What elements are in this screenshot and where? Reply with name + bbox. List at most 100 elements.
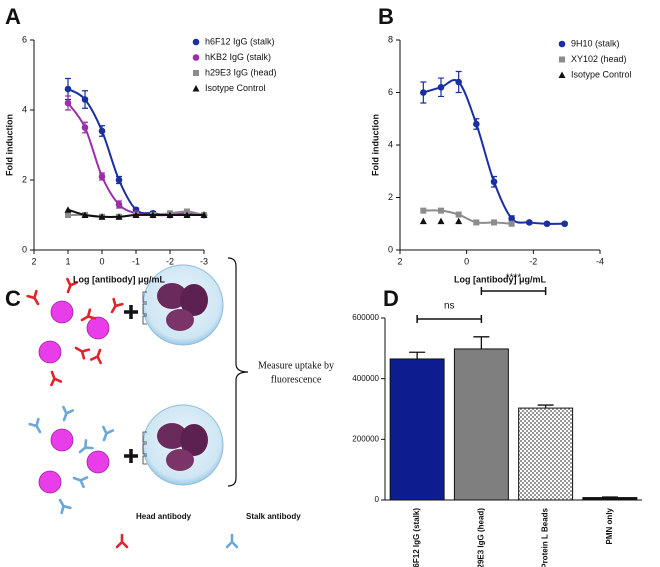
y-tick-label: 6	[22, 34, 27, 44]
bar	[518, 407, 574, 501]
panel-label: A	[5, 4, 21, 29]
marker	[64, 206, 72, 213]
neutrophil-cells	[142, 264, 224, 486]
marker	[526, 219, 533, 226]
x-axis-title: Log [antibody] μg/mL	[454, 274, 546, 284]
legend-marker	[192, 38, 200, 46]
marker	[508, 215, 515, 222]
legend-marker	[193, 70, 199, 76]
marker	[98, 213, 106, 220]
y-tick-label: 2	[22, 174, 27, 184]
marker	[508, 220, 515, 227]
marker	[200, 211, 208, 218]
legend-marker	[558, 40, 566, 48]
marker	[491, 219, 497, 226]
legend-label: 9H10 (stalk)	[571, 38, 620, 48]
x-tick-label: h29E3 IgG (head)	[476, 508, 485, 567]
x-tick-label: -2	[166, 256, 174, 266]
fit-line	[423, 209, 512, 225]
x-tick-label: -2	[529, 256, 537, 266]
bar	[389, 358, 445, 501]
marker	[65, 212, 71, 218]
y-axis-title: Fold induction	[4, 114, 14, 176]
marker	[149, 211, 157, 218]
panel-label: C	[5, 286, 21, 311]
error-bar	[409, 351, 426, 359]
brace	[227, 257, 249, 487]
significance-label: ****	[506, 273, 522, 284]
marker	[419, 217, 427, 225]
legend-marker	[558, 71, 566, 78]
x-tick-label: PMN only	[605, 507, 614, 544]
legend-label: Isotype Control	[205, 83, 266, 93]
marker	[473, 120, 480, 128]
marker	[81, 124, 89, 131]
marker	[455, 211, 462, 218]
marker	[64, 85, 72, 93]
x-tick-label: -3	[200, 256, 208, 266]
y-tick-label: 0	[388, 244, 393, 254]
marker	[490, 178, 498, 186]
error-bar	[473, 336, 490, 349]
readout-text: Measure uptake by	[258, 360, 334, 371]
x-tick-label: 0	[464, 256, 469, 266]
marker	[455, 78, 462, 86]
legend-label: Stalk antibody	[246, 512, 301, 521]
x-axis-title: Log [antibody] μg/mL	[73, 274, 165, 284]
marker	[81, 211, 89, 218]
x-tick-label: 1	[65, 256, 70, 266]
marker	[438, 207, 444, 214]
panel-label: B	[378, 4, 394, 29]
significance-bracket	[416, 315, 483, 323]
legend-marker	[192, 54, 200, 61]
error-bar	[537, 404, 554, 409]
marker	[420, 207, 427, 214]
bar	[582, 497, 638, 501]
error-bar	[601, 496, 618, 498]
legend-marker	[559, 56, 565, 63]
x-tick-label: -4	[596, 256, 604, 266]
plus-signs	[124, 305, 138, 463]
marker	[64, 99, 72, 107]
x-tick-label: 2	[31, 256, 36, 266]
marker	[115, 213, 123, 220]
y-tick-label: 2	[388, 192, 393, 202]
marker	[437, 83, 445, 91]
marker	[420, 89, 427, 96]
x-tick-label: 0	[99, 256, 104, 266]
marker	[561, 220, 568, 228]
legend-label: Head antibody	[136, 512, 192, 521]
fit-line	[423, 79, 565, 225]
marker	[166, 211, 174, 218]
marker	[132, 211, 140, 218]
y-tick-label: 4	[388, 139, 393, 149]
fit-line	[67, 102, 205, 217]
y-tick-label: 8	[388, 34, 393, 44]
y-tick-label: 0	[375, 495, 380, 504]
significance-bracket	[480, 287, 547, 295]
y-axis-title: Fold induction	[370, 114, 380, 176]
stalk-antibody-group	[28, 405, 115, 515]
y-tick-label: 6	[388, 87, 393, 97]
fit-line	[67, 88, 205, 217]
readout-text: fluorescence	[271, 374, 322, 385]
y-tick-label: 0	[22, 244, 27, 254]
y-tick-label: 200000	[352, 434, 379, 443]
panel-label: D	[383, 286, 399, 311]
x-tick-label: -1	[132, 256, 140, 266]
marker	[98, 127, 106, 135]
legend-label: h6F12 IgG (stalk)	[205, 36, 275, 46]
legend-marker	[192, 85, 200, 92]
legend-label: XY102 (head)	[571, 54, 627, 64]
marker	[473, 219, 480, 226]
marker	[115, 176, 123, 184]
marker	[98, 173, 106, 180]
y-tick-label: 400000	[352, 374, 379, 383]
legend-label: hKB2 IgG (stalk)	[205, 52, 271, 62]
marker	[455, 217, 463, 225]
x-tick-label: 2	[397, 256, 402, 266]
head-antibody-group	[26, 277, 124, 387]
marker	[543, 220, 551, 228]
legend-label: h29E3 IgG (head)	[205, 67, 277, 77]
